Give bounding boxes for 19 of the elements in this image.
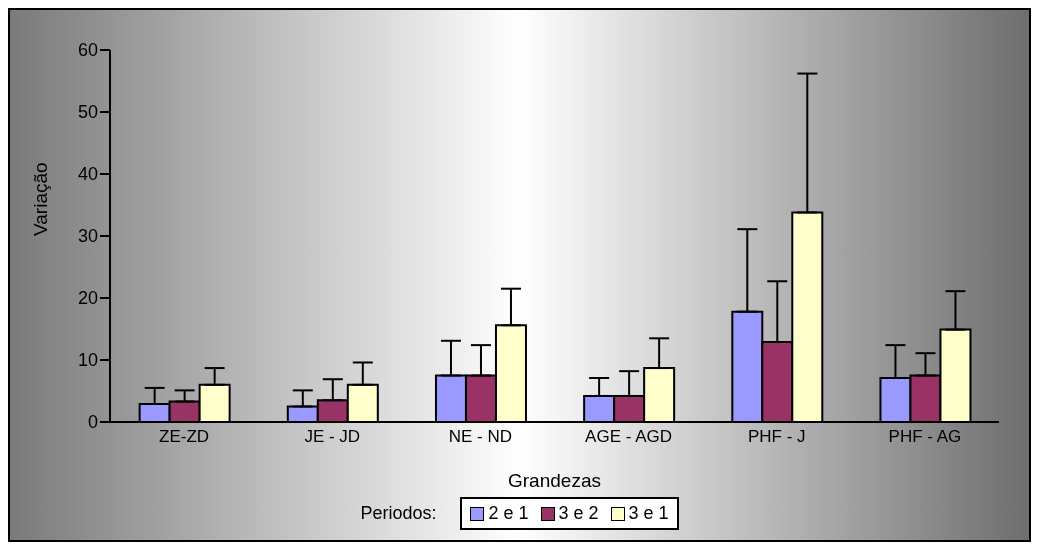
x-tick-label: PHF - AG xyxy=(888,427,962,447)
legend-label: 3 e 2 xyxy=(557,503,599,524)
legend-label: 2 e 1 xyxy=(487,503,529,524)
x-tick-label: AGE - AGD xyxy=(585,427,673,447)
y-tick-label: 50 xyxy=(77,102,98,123)
y-tick-label: 30 xyxy=(77,226,98,247)
y-tick-label: 60 xyxy=(77,40,98,61)
y-tick-label: 40 xyxy=(77,164,98,185)
x-tick-label: NE - ND xyxy=(448,427,513,447)
y-axis-title: Variação xyxy=(29,162,51,236)
legend-label: 3 e 1 xyxy=(627,503,669,524)
x-tick-label: ZE-ZD xyxy=(159,427,210,447)
x-tick-label: JE - JD xyxy=(304,427,361,447)
x-axis-title: Grandezas xyxy=(508,470,601,491)
y-tick-label: 0 xyxy=(87,412,98,433)
y-tick-label: 10 xyxy=(77,350,98,371)
legend-title: Periodos: xyxy=(360,503,437,524)
x-tick-label: PHF - J xyxy=(747,427,806,447)
y-tick-label: 20 xyxy=(77,288,98,309)
